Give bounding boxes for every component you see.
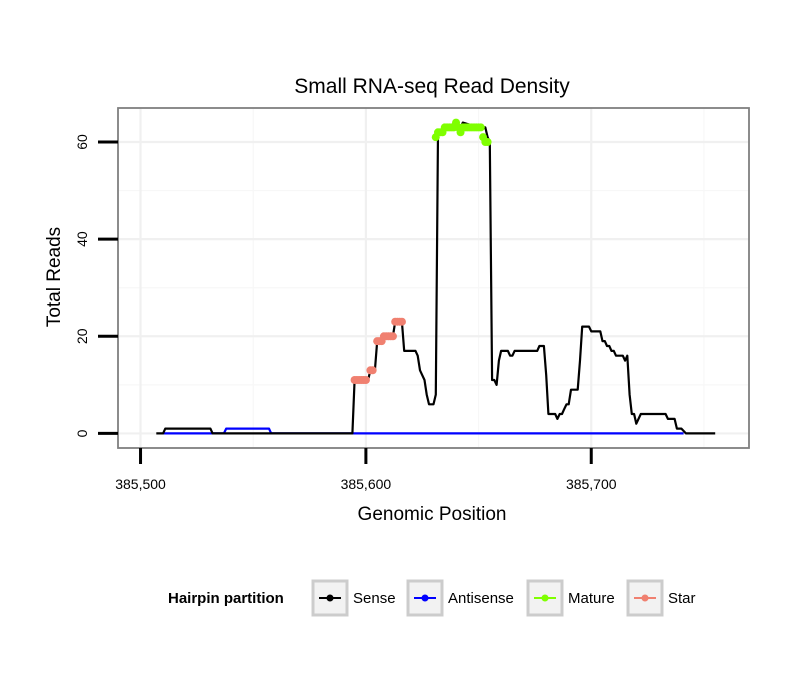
- legend-key-dot: [541, 594, 549, 602]
- legend-key-dot: [326, 594, 334, 602]
- x-axis-label: Genomic Position: [358, 504, 507, 525]
- y-tick-label: 60: [74, 134, 90, 150]
- point-mature: [483, 138, 492, 146]
- legend-label: Star: [668, 590, 696, 607]
- x-tick-label: 385,700: [566, 476, 617, 492]
- legend-key-dot: [421, 594, 429, 602]
- y-axis-label: Total Reads: [44, 227, 65, 327]
- y-tick-label: 40: [74, 231, 90, 247]
- chart-title: Small RNA-seq Read Density: [294, 75, 570, 98]
- point-star: [397, 317, 406, 326]
- legend-key-dot: [641, 594, 649, 602]
- x-tick-label: 385,600: [341, 476, 392, 492]
- legend-items: Sense Antisense Mature Star: [311, 579, 696, 617]
- grid-minor: [118, 108, 749, 448]
- legend-label: Antisense: [448, 590, 514, 607]
- y-tick-label: 0: [74, 429, 90, 437]
- series-layer: [156, 118, 716, 435]
- y-tick-label: 20: [74, 328, 90, 344]
- legend-item-sense: Sense: [311, 579, 396, 617]
- legend-item-mature: Mature: [526, 579, 615, 617]
- legend-item-star: Star: [626, 579, 696, 617]
- legend-label: Sense: [353, 590, 396, 607]
- point-star: [388, 332, 397, 341]
- legend-item-antisense: Antisense: [406, 579, 514, 617]
- plot-panel-border: [117, 107, 750, 449]
- y-axis: 0 20 40 60: [74, 134, 118, 437]
- x-axis: 385,500 385,600 385,700: [115, 448, 617, 492]
- legend-title: Hairpin partition: [168, 590, 284, 607]
- point-star: [368, 366, 377, 375]
- point-star: [361, 376, 370, 384]
- legend: Hairpin partition Sense Antisense Mature St…: [168, 579, 696, 617]
- x-tick-label: 385,500: [115, 476, 166, 492]
- point-mature: [476, 123, 485, 132]
- legend-label: Mature: [568, 590, 615, 607]
